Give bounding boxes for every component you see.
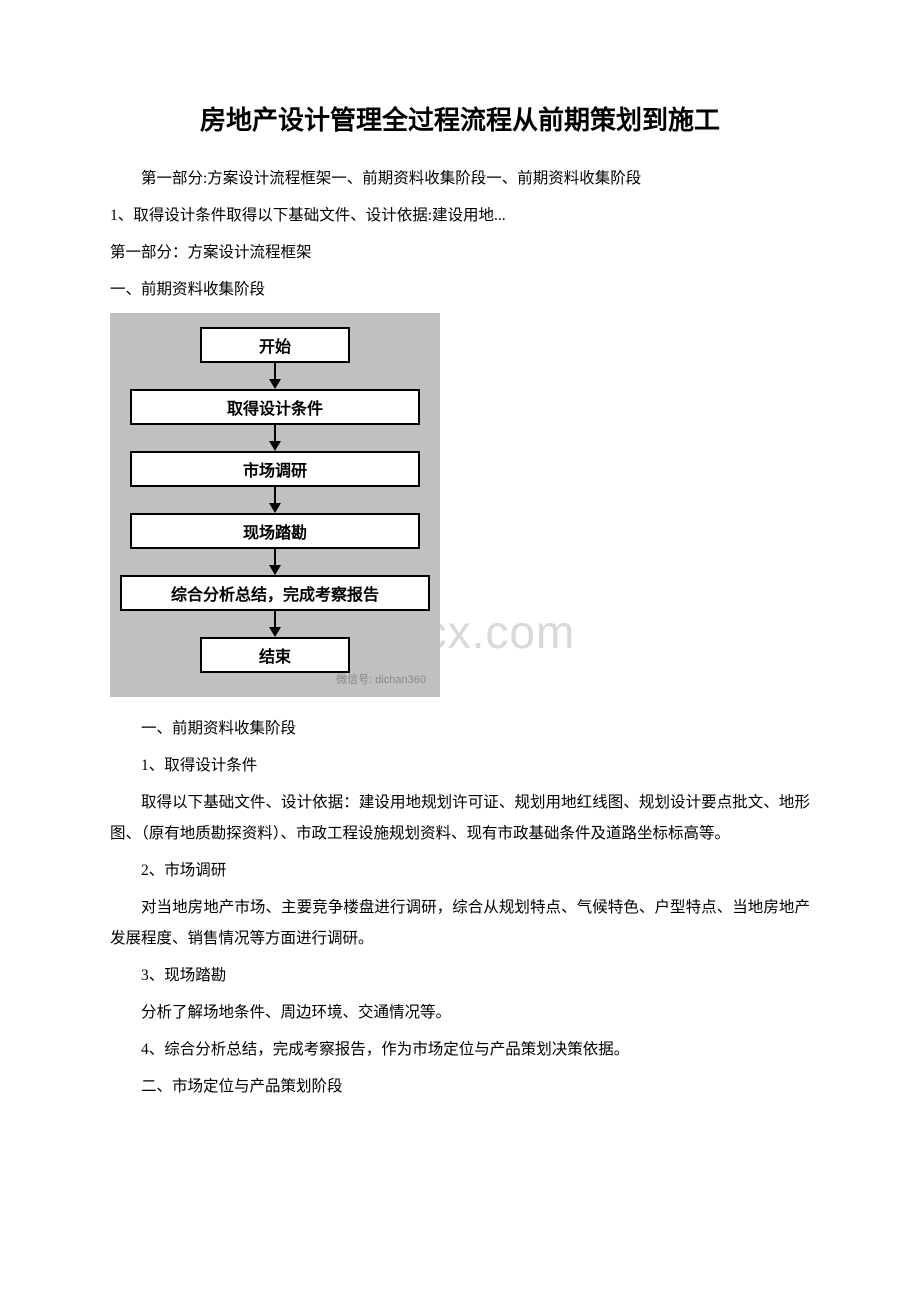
- flow-arrow-head: [269, 627, 281, 637]
- section2-heading: 二、市场定位与产品策划阶段: [110, 1071, 810, 1102]
- flowchart: 开始 取得设计条件 市场调研 现场踏勘 综合分析总结，完成考察报告 结束 微信号…: [110, 313, 440, 697]
- flow-arrow: [274, 549, 276, 565]
- section1-heading: 一、前期资料收集阶段: [110, 713, 810, 744]
- intro-line-2: 1、取得设计条件取得以下基础文件、设计依据:建设用地...: [110, 200, 810, 231]
- section1-3-title: 3、现场踏勘: [110, 960, 810, 991]
- flow-arrow: [274, 487, 276, 503]
- flow-node-end: 结束: [200, 637, 350, 673]
- flow-arrow: [274, 425, 276, 441]
- flow-node-conditions: 取得设计条件: [130, 389, 420, 425]
- flow-node-start: 开始: [200, 327, 350, 363]
- intro-line-4: 一、前期资料收集阶段: [110, 274, 810, 305]
- flow-arrow-head: [269, 503, 281, 513]
- section1-3-body: 分析了解场地条件、周边环境、交通情况等。: [110, 997, 810, 1028]
- intro-line-3: 第一部分：方案设计流程框架: [110, 237, 810, 268]
- flow-arrow-head: [269, 565, 281, 575]
- flow-node-report: 综合分析总结，完成考察报告: [120, 575, 430, 611]
- section1-1-body: 取得以下基础文件、设计依据：建设用地规划许可证、规划用地红线图、规划设计要点批文…: [110, 787, 810, 849]
- flow-footer-text: 微信号: dichan360: [118, 671, 432, 687]
- section1-2-title: 2、市场调研: [110, 855, 810, 886]
- intro-line-1: 第一部分:方案设计流程框架一、前期资料收集阶段一、前期资料收集阶段: [110, 163, 810, 194]
- flow-arrow-head: [269, 379, 281, 389]
- page-title: 房地产设计管理全过程流程从前期策划到施工: [110, 100, 810, 137]
- section1-4-title: 4、综合分析总结，完成考察报告，作为市场定位与产品策划决策依据。: [110, 1034, 810, 1065]
- flow-arrow: [274, 363, 276, 379]
- flow-arrow-head: [269, 441, 281, 451]
- flow-arrow: [274, 611, 276, 627]
- flow-node-survey: 现场踏勘: [130, 513, 420, 549]
- section1-1-title: 1、取得设计条件: [110, 750, 810, 781]
- flow-node-research: 市场调研: [130, 451, 420, 487]
- section1-2-body: 对当地房地产市场、主要竞争楼盘进行调研，综合从规划特点、气候特色、户型特点、当地…: [110, 892, 810, 954]
